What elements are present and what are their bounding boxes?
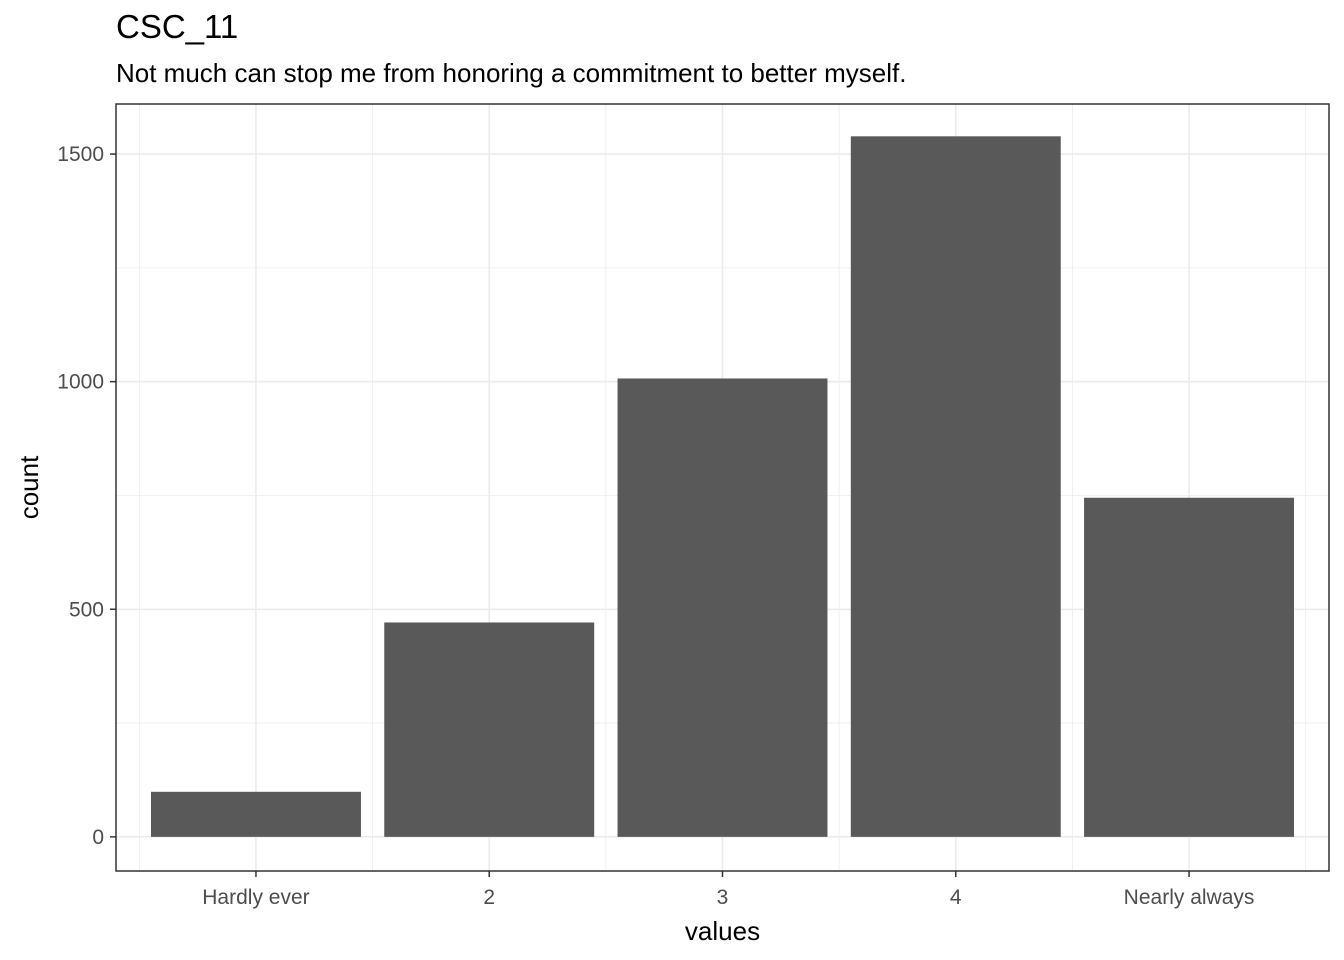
bar <box>150 791 361 837</box>
x-axis-title: values <box>685 916 760 946</box>
y-axis-title: count <box>14 455 44 519</box>
y-axis: 0 500 1000 1500 <box>57 143 116 849</box>
x-tick-label: Nearly always <box>1124 886 1255 909</box>
y-tick-label: 0 <box>92 826 104 849</box>
x-axis: Hardly ever 2 3 4 Nearly always <box>202 871 1254 909</box>
bars <box>150 136 1295 837</box>
x-tick-label: Hardly ever <box>202 886 309 909</box>
chart-subtitle: Not much can stop me from honoring a com… <box>116 58 907 88</box>
x-tick-label: 4 <box>950 886 962 909</box>
x-tick-label: 3 <box>717 886 729 909</box>
y-tick-label: 1000 <box>57 371 104 394</box>
bar <box>617 378 828 837</box>
chart-title: CSC_11 <box>116 8 239 45</box>
y-tick-label: 1500 <box>57 143 104 166</box>
bar <box>1084 497 1295 837</box>
y-tick-label: 500 <box>69 598 104 621</box>
bar <box>384 622 595 837</box>
x-tick-label: 2 <box>483 886 495 909</box>
bar <box>850 136 1061 837</box>
